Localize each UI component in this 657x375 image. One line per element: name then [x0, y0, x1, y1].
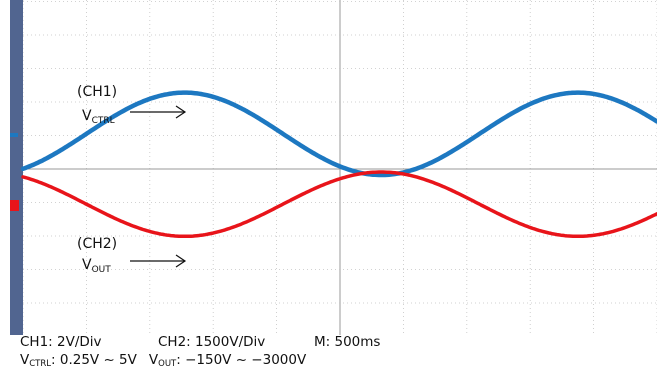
ch2-signal-label: VOUT [82, 257, 111, 275]
vout-symbol: V [148, 352, 159, 368]
ch1-arrow [130, 105, 187, 119]
vctrl-range: : 0.25V ~ 5V [51, 352, 137, 368]
caption-line-1: CH1: 2V/Div CH2: 1500V/Div M: 500ms [20, 334, 380, 350]
left-sidebar-bar [10, 0, 23, 335]
trace-ch1 [20, 90, 657, 178]
vctrl-subscript: CTRL [29, 359, 52, 369]
ch2-scale: CH2: 1500V/Div [158, 334, 266, 350]
annotations: (CH1) VCTRL (CH2) VOUT [77, 84, 187, 275]
vout-subscript: OUT [158, 359, 177, 369]
oscilloscope-screen: (CH1) VCTRL (CH2) VOUT [10, 0, 657, 335]
vctrl-symbol: V [20, 352, 30, 368]
trace-ch2 [21, 170, 657, 239]
ch1-signal-label: VCTRL [82, 108, 115, 126]
ch2-arrow [130, 254, 187, 268]
caption-line-2: VCTRL: 0.25V ~ 5V VOUT: −150V ~ −3000V [20, 352, 306, 370]
traces [20, 90, 657, 239]
ch1-channel-label: (CH1) [77, 84, 117, 100]
ch1-ground-marker [10, 133, 18, 137]
grid [22, 0, 657, 335]
ch2-channel-label: (CH2) [77, 236, 117, 252]
timebase: M: 500ms [314, 334, 381, 350]
ch1-scale: CH1: 2V/Div [20, 334, 102, 350]
ch2-ground-marker [10, 200, 19, 211]
vout-range: : −150V ~ −3000V [176, 352, 307, 368]
